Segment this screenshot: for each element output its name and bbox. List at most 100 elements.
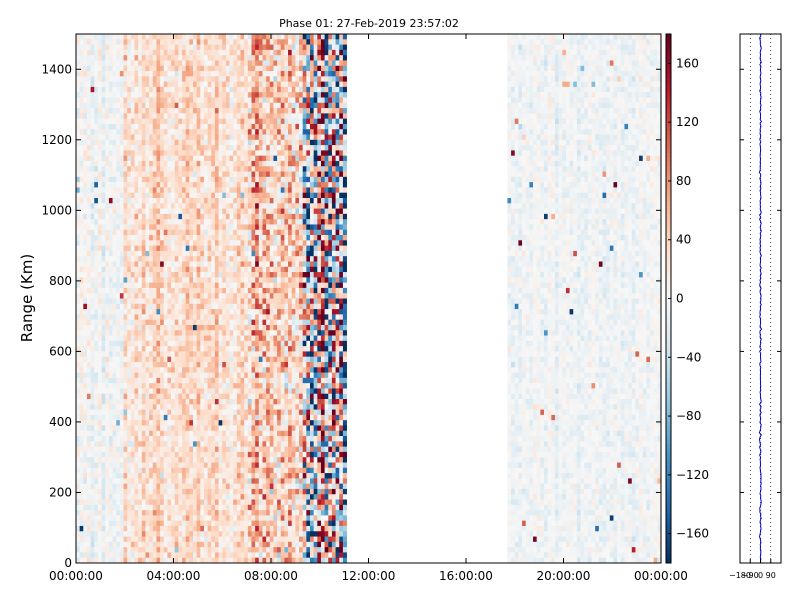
heatmap-cell — [90, 208, 95, 215]
heatmap-cell — [167, 250, 172, 257]
heatmap-cell — [174, 399, 179, 405]
heatmap-cell — [76, 76, 81, 83]
heatmap-cell — [244, 298, 249, 305]
heatmap-cell — [240, 176, 245, 183]
heatmap-cell — [229, 282, 234, 289]
heatmap-cell — [207, 250, 212, 257]
heatmap-cell — [240, 552, 245, 559]
heatmap-cell — [174, 113, 179, 120]
heatmap-cell — [101, 293, 106, 299]
heatmap-cell — [185, 488, 190, 495]
heatmap-cell — [211, 488, 216, 495]
heatmap-cell — [145, 324, 150, 331]
heatmap-cell — [251, 139, 256, 146]
heatmap-cell — [138, 547, 143, 553]
heatmap-cell — [116, 203, 121, 209]
heatmap-cell — [222, 420, 227, 426]
heatmap-cell — [211, 155, 216, 162]
heatmap-cell — [127, 414, 132, 421]
heatmap-cell — [182, 86, 187, 93]
heatmap-cell — [178, 166, 183, 172]
heatmap-cell — [240, 441, 245, 448]
heatmap-cell — [185, 319, 190, 326]
heatmap-cell — [86, 118, 92, 125]
heatmap-cell — [116, 86, 121, 93]
heatmap-cell — [156, 478, 161, 485]
heatmap-cell — [163, 272, 168, 278]
heatmap-cell — [163, 34, 168, 40]
heatmap-cell — [203, 240, 209, 246]
heatmap-cell — [160, 113, 165, 120]
heatmap-cell — [225, 108, 230, 114]
heatmap-cell — [130, 309, 135, 315]
heatmap-cell — [167, 224, 172, 231]
heatmap-cell — [244, 266, 249, 273]
heatmap-cell — [149, 39, 154, 45]
heatmap-cell — [156, 192, 161, 199]
heatmap-cell — [174, 71, 179, 77]
heatmap-cell — [240, 361, 245, 368]
heatmap-cell — [116, 425, 121, 432]
heatmap-cell — [86, 213, 92, 220]
heatmap-cell — [240, 536, 245, 543]
heatmap-cell — [145, 451, 150, 458]
heatmap-cell — [247, 49, 252, 56]
heatmap-cell — [138, 113, 143, 120]
heatmap-cell — [193, 129, 198, 135]
heatmap-cell — [178, 478, 183, 485]
heatmap-cell — [244, 430, 249, 437]
heatmap-cell — [233, 356, 238, 363]
heatmap-cell — [83, 235, 88, 241]
heatmap-cell — [152, 282, 157, 289]
heatmap-cell — [171, 314, 176, 321]
heatmap-cell — [174, 250, 179, 257]
heatmap-cell — [94, 367, 99, 373]
heatmap-cell — [240, 499, 245, 506]
heatmap-cell — [105, 457, 110, 463]
heatmap-cell — [83, 123, 88, 130]
heatmap-cell — [244, 145, 249, 151]
heatmap-cell — [225, 197, 230, 204]
heatmap-cell — [222, 76, 227, 83]
heatmap-cell — [90, 293, 95, 299]
heatmap-cell — [119, 34, 124, 40]
heatmap-cell — [119, 76, 124, 83]
heatmap-cell — [251, 245, 256, 252]
heatmap-cell — [244, 346, 249, 352]
heatmap-cell — [116, 473, 121, 479]
heatmap-cell — [229, 372, 234, 379]
heatmap-cell — [251, 92, 256, 98]
heatmap-cell — [229, 76, 234, 83]
heatmap-cell — [240, 383, 245, 389]
heatmap-cell — [174, 409, 179, 416]
heatmap-cell — [171, 86, 176, 93]
heatmap-cell — [134, 335, 139, 342]
heatmap-cell — [108, 229, 113, 236]
heatmap-cell — [218, 192, 223, 199]
heatmap-cell — [149, 235, 154, 241]
heatmap-cell — [105, 34, 110, 40]
heatmap-cell — [200, 129, 205, 135]
heatmap-cell — [171, 319, 176, 326]
heatmap-cell — [163, 60, 168, 67]
heatmap-cell — [119, 97, 124, 104]
heatmap-cell — [127, 356, 132, 363]
heatmap-cell — [138, 425, 143, 432]
heatmap-cell — [251, 229, 256, 236]
heatmap-cell — [255, 383, 260, 389]
heatmap-cell — [163, 123, 168, 130]
heatmap-cell — [130, 108, 135, 114]
heatmap-cell — [240, 430, 245, 437]
heatmap-cell — [86, 71, 92, 77]
heatmap-cell — [101, 309, 106, 315]
heatmap-cell — [97, 383, 102, 389]
heatmap-cell — [229, 150, 234, 157]
heatmap-cell — [222, 314, 227, 321]
heatmap-cell — [76, 219, 81, 225]
heatmap-cell — [97, 293, 102, 299]
heatmap-cell — [203, 102, 209, 109]
heatmap-cell — [214, 483, 219, 490]
heatmap-cell — [138, 208, 143, 215]
heatmap-cell — [233, 451, 238, 458]
heatmap-cell — [247, 166, 252, 172]
